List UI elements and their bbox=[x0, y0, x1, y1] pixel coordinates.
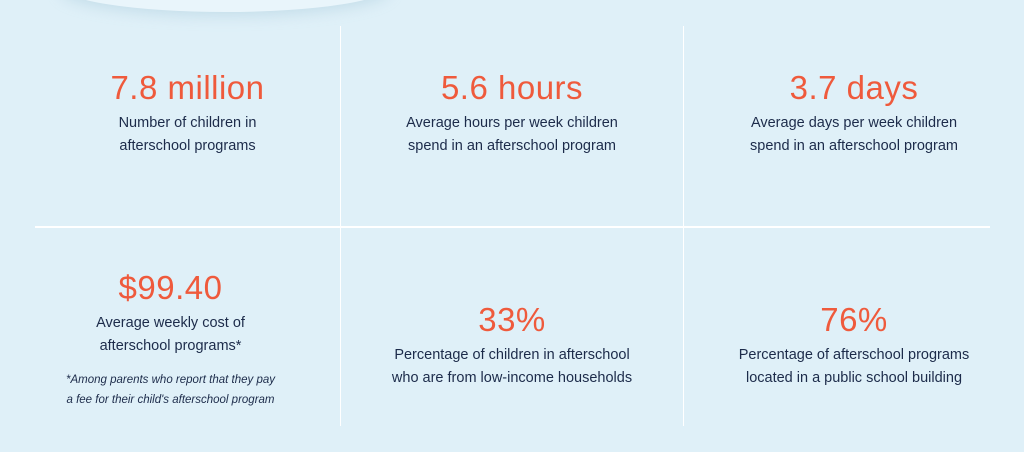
stat-description: Percentage of children in afterschool wh… bbox=[341, 344, 683, 390]
stat-description-line: Average days per week children bbox=[750, 115, 958, 131]
stat-description: Average weekly cost of afterschool progr… bbox=[18, 312, 323, 358]
stat-description: Number of children in afterschool progra… bbox=[35, 112, 340, 158]
stat-description: Average days per week children spend in … bbox=[684, 112, 1024, 158]
stat-value: 76% bbox=[820, 301, 888, 338]
stat-description-line: spend in an afterschool program bbox=[408, 138, 616, 154]
stat-description-line: afterschool programs* bbox=[99, 338, 242, 354]
stat-description: Percentage of afterschool programs locat… bbox=[684, 344, 1024, 390]
stat-card-weekly-cost: $99.40 Average weekly cost of afterschoo… bbox=[18, 268, 323, 410]
stat-footnote-line: *Among parents who report that they pay bbox=[65, 374, 276, 386]
stat-value: 3.7 days bbox=[789, 69, 919, 106]
stat-description-line: located in a public school building bbox=[745, 370, 963, 386]
decorative-blob bbox=[60, 0, 390, 12]
stat-description-line: afterschool programs bbox=[119, 138, 256, 154]
stat-description-line: spend in an afterschool program bbox=[750, 138, 958, 154]
stat-description-line: Number of children in bbox=[118, 115, 257, 131]
stat-card-children-count: 7.8 million Number of children in afters… bbox=[35, 68, 340, 158]
stat-description-line: Percentage of children in afterschool bbox=[394, 347, 630, 363]
stat-footnote-line: a fee for their child's afterschool prog… bbox=[66, 394, 275, 406]
stat-description: Average hours per week children spend in… bbox=[341, 112, 683, 158]
stat-description-line: Percentage of afterschool programs bbox=[738, 347, 970, 363]
stat-description-line: Average hours per week children bbox=[406, 115, 618, 131]
stat-value: 5.6 hours bbox=[440, 69, 584, 106]
divider-horizontal bbox=[35, 226, 990, 228]
stat-card-hours-per-week: 5.6 hours Average hours per week childre… bbox=[341, 68, 683, 158]
stat-description-line: Average weekly cost of bbox=[96, 315, 245, 331]
stat-value: 33% bbox=[478, 301, 546, 338]
stat-value: $99.40 bbox=[118, 269, 223, 306]
stat-value: 7.8 million bbox=[110, 69, 265, 106]
stat-card-days-per-week: 3.7 days Average days per week children … bbox=[684, 68, 1024, 158]
stat-footnote: *Among parents who report that they pay … bbox=[18, 370, 323, 410]
stat-card-low-income-percentage: 33% Percentage of children in afterschoo… bbox=[341, 300, 683, 390]
stat-description-line: who are from low-income households bbox=[391, 370, 633, 386]
stat-card-public-school-percentage: 76% Percentage of afterschool programs l… bbox=[684, 300, 1024, 390]
